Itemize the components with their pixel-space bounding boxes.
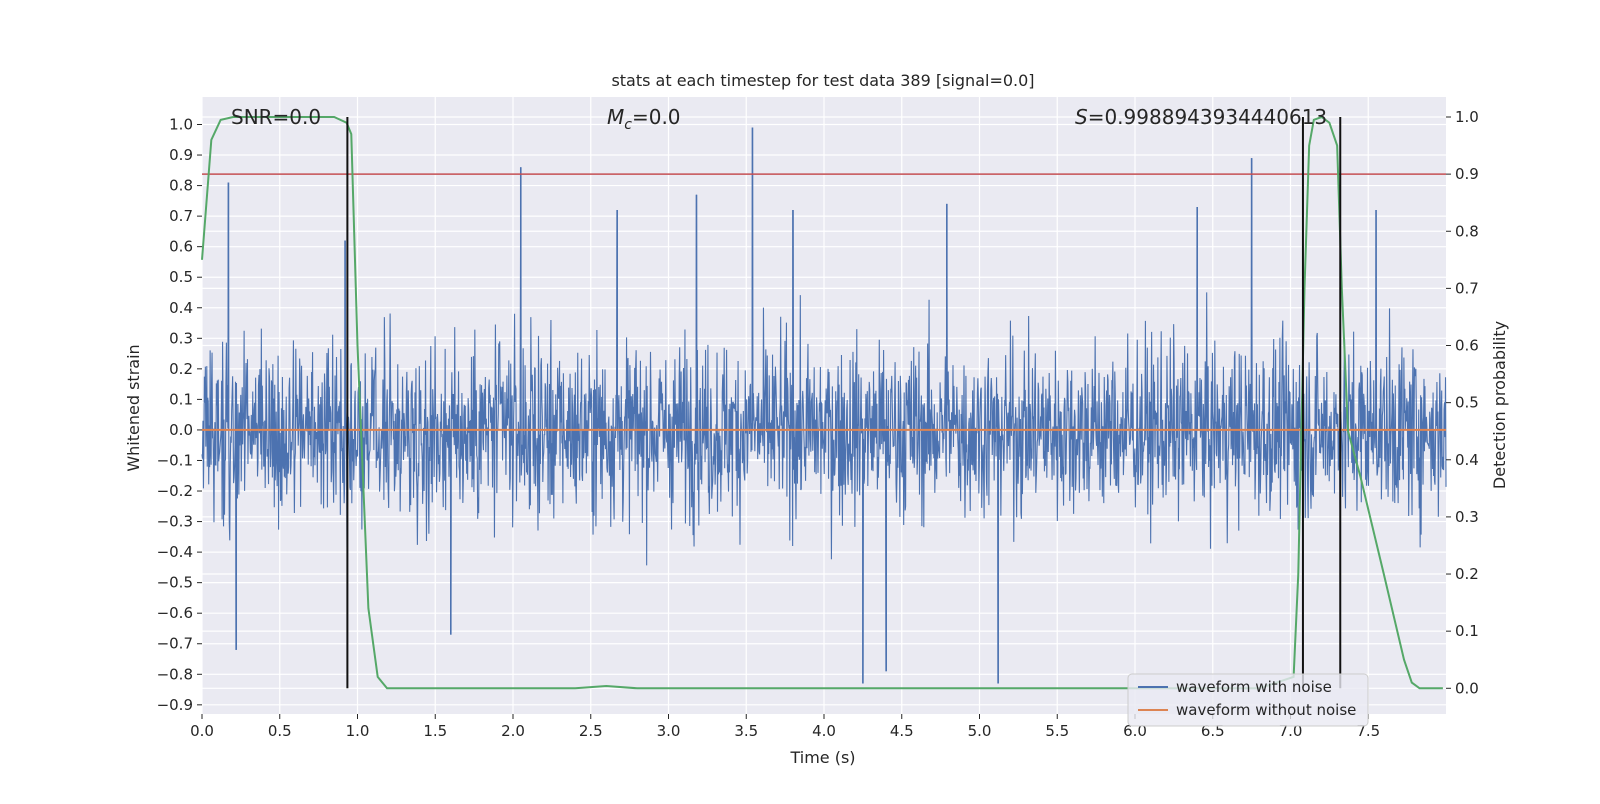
y-right-tick-label: 0.6 — [1455, 337, 1479, 355]
y-right-tick-label: 0.5 — [1455, 394, 1479, 412]
mc-symbol: M — [607, 105, 624, 129]
mc-subscript: c — [624, 117, 632, 133]
legend-label-noise: waveform with noise — [1176, 678, 1332, 696]
x-tick-label: 5.5 — [1045, 722, 1069, 740]
y-right-tick-label: 0.9 — [1455, 165, 1479, 183]
y-left-tick-label: −0.7 — [157, 635, 193, 653]
y-left-tick-label: 0.5 — [169, 268, 193, 286]
x-tick-label: 1.5 — [423, 722, 447, 740]
y-left-tick-label: 0.3 — [169, 329, 193, 347]
y-axis-right-label: Detection probability — [1490, 321, 1509, 489]
y-left-tick-label: 0.8 — [169, 177, 193, 195]
y-left-tick-label: 0.2 — [169, 360, 193, 378]
snr-annotation: SNR=0.0 — [231, 105, 321, 129]
y-right-tick-label: 1.0 — [1455, 108, 1479, 126]
y-left-tick-label: 0.0 — [169, 421, 193, 439]
y-right-tick-label: 0.2 — [1455, 565, 1479, 583]
x-tick-label: 3.0 — [657, 722, 681, 740]
x-tick-label: 3.5 — [734, 722, 758, 740]
mc-annotation: Mc=0.0 — [607, 105, 681, 133]
legend: waveform with noise waveform without noi… — [1127, 673, 1369, 727]
s-annotation: S=0.9988943934440613 — [1075, 105, 1327, 129]
y-left-tick-label: −0.5 — [157, 574, 193, 592]
y-right-tick-label: 0.1 — [1455, 622, 1479, 640]
mc-value: =0.0 — [632, 105, 681, 129]
chart-title: stats at each timestep for test data 389… — [611, 71, 1034, 90]
axes: 0.0 0.5 1.0 1.5 2.0 2.5 3.0 3.5 4.0 4.5 5.0 5.5 6.0 6… — [157, 108, 1479, 740]
x-tick-label: 4.0 — [812, 722, 836, 740]
s-symbol: S — [1075, 105, 1088, 129]
y-left-tick-label: −0.9 — [157, 696, 193, 714]
y-right-tick-label: 0.7 — [1455, 279, 1479, 297]
y-left-tick-label: 0.7 — [169, 207, 193, 225]
x-tick-label: 1.0 — [346, 722, 370, 740]
y-axis-left-label: Whitened strain — [124, 344, 143, 471]
x-tick-label: 5.0 — [968, 722, 992, 740]
y-left-tick-label: −0.3 — [157, 513, 193, 531]
y-right-tick-label: 0.3 — [1455, 508, 1479, 526]
y-right-tick-label: 0.0 — [1455, 679, 1479, 697]
y-left-tick-label: 0.1 — [169, 390, 193, 408]
y-right-tick-label: 0.4 — [1455, 451, 1479, 469]
y-left-tick-label: −0.4 — [157, 543, 193, 561]
x-tick-label: 0.5 — [268, 722, 292, 740]
y-left-tick-label: −0.2 — [157, 482, 193, 500]
y-left-tick-label: −0.1 — [157, 451, 193, 469]
y-left-tick-label: 1.0 — [169, 115, 193, 133]
x-tick-label: 2.5 — [579, 722, 603, 740]
y-left-tick-label: −0.6 — [157, 604, 193, 622]
y-right-tick-label: 0.8 — [1455, 222, 1479, 240]
x-tick-label: 0.0 — [190, 722, 214, 740]
waveform-with-noise-line — [201, 127, 1447, 684]
vertical-marker-lines — [346, 116, 1342, 689]
x-tick-label: 4.5 — [890, 722, 914, 740]
y-left-tick-label: −0.8 — [157, 665, 193, 683]
series-waveform-with-noise — [201, 127, 1447, 684]
legend-box — [1127, 673, 1369, 727]
y-left-tick-label: 0.6 — [169, 238, 193, 256]
x-tick-label: 2.0 — [501, 722, 525, 740]
s-value: =0.9988943934440613 — [1088, 105, 1327, 129]
y-left-tick-label: 0.9 — [169, 146, 193, 164]
x-axis-label: Time (s) — [789, 748, 855, 767]
y-left-tick-label: 0.4 — [169, 299, 193, 317]
legend-label-clean: waveform without noise — [1176, 701, 1356, 719]
